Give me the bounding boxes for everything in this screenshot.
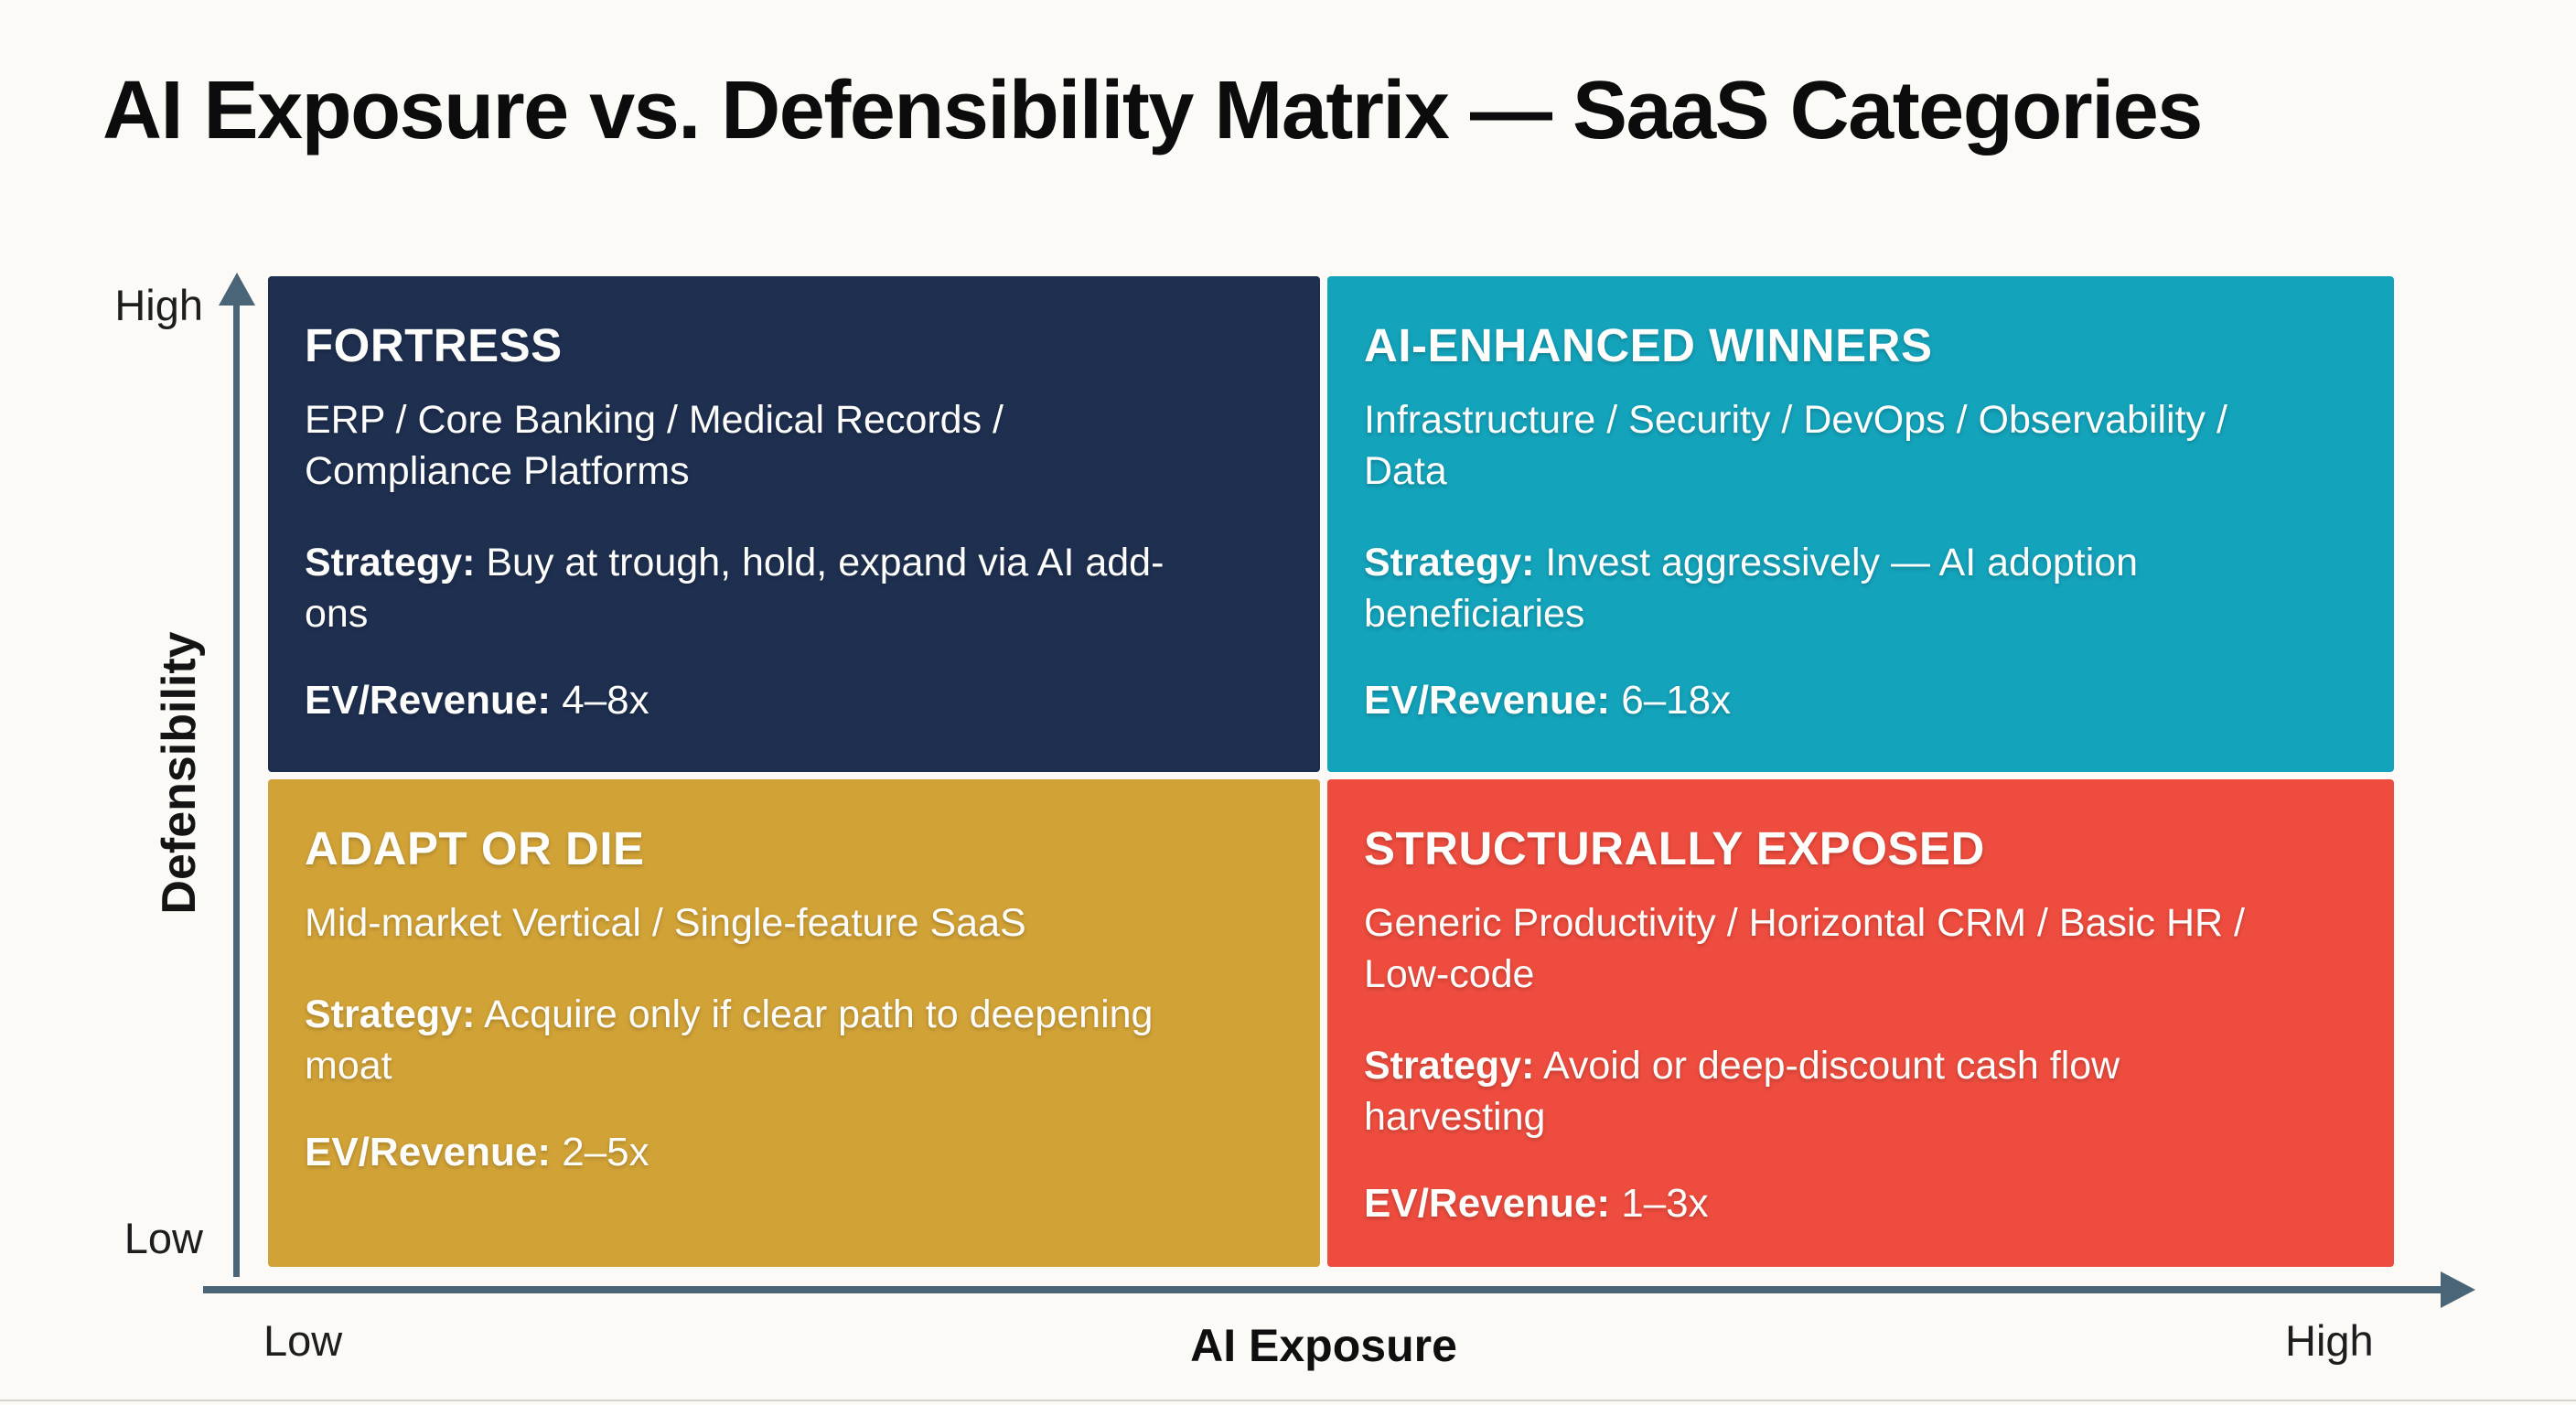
quadrant-adapt-or-die-categories: Mid-market Vertical / Single-feature Saa… xyxy=(305,901,1026,945)
y-axis-arrowhead-icon xyxy=(219,273,255,306)
x-axis-low-label: Low xyxy=(263,1316,343,1365)
ev-value: 2–5x xyxy=(562,1130,649,1174)
quadrant-structurally-exposed: STRUCTURALLY EXPOSED Generic Productivit… xyxy=(1327,779,2394,1267)
quadrant-structurally-exposed-categories: Generic Productivity / Horizontal CRM / … xyxy=(1364,901,2245,996)
strategy-text: Acquire only if clear path to deepening … xyxy=(305,992,1154,1088)
x-axis-line xyxy=(203,1286,2446,1293)
strategy-label: Strategy: xyxy=(305,541,476,585)
ev-value: 4–8x xyxy=(562,678,649,723)
quadrant-ai-enhanced-winners: AI-ENHANCED WINNERS Infrastructure / Sec… xyxy=(1327,276,2394,772)
ev-value: 1–3x xyxy=(1621,1181,1709,1226)
quadrant-ai-enhanced-winners-title: AI-ENHANCED WINNERS xyxy=(1364,319,1933,371)
y-axis-high-label: High xyxy=(114,281,203,329)
strategy-text: Avoid or deep-discount cash flow harvest… xyxy=(1364,1044,2120,1139)
quadrant-ai-enhanced-winners-strategy: Strategy: Invest aggressively — AI adopt… xyxy=(1364,537,2279,639)
bottom-edge-divider xyxy=(0,1400,2576,1401)
ev-label: EV/Revenue: xyxy=(1364,1181,1610,1226)
quadrant-fortress: FORTRESS ERP / Core Banking / Medical Re… xyxy=(268,276,1320,772)
strategy-label: Strategy: xyxy=(305,992,476,1036)
strategy-text: Invest aggressively — AI adoption benefi… xyxy=(1364,541,2139,636)
ev-label: EV/Revenue: xyxy=(305,1130,551,1174)
quadrant-fortress-ev: EV/Revenue: 4–8x xyxy=(305,678,1283,724)
quadrant-adapt-or-die-strategy: Strategy: Acquire only if clear path to … xyxy=(305,989,1219,1091)
quadrant-fortress-title: FORTRESS xyxy=(305,319,563,371)
quadrant-adapt-or-die-ev: EV/Revenue: 2–5x xyxy=(305,1130,1283,1175)
ev-label: EV/Revenue: xyxy=(1364,678,1610,723)
quadrant-structurally-exposed-ev: EV/Revenue: 1–3x xyxy=(1364,1181,2357,1227)
strategy-label: Strategy: xyxy=(1364,541,1535,585)
y-axis-low-label: Low xyxy=(123,1214,203,1262)
ev-value: 6–18x xyxy=(1621,678,1732,723)
y-axis-line xyxy=(233,302,240,1277)
strategy-label: Strategy: xyxy=(1364,1044,1535,1088)
quadrant-fortress-strategy: Strategy: Buy at trough, hold, expand vi… xyxy=(305,537,1219,639)
quadrant-structurally-exposed-strategy: Strategy: Avoid or deep-discount cash fl… xyxy=(1364,1040,2279,1142)
strategy-text: Buy at trough, hold, expand via AI add-o… xyxy=(305,541,1165,636)
quadrant-structurally-exposed-title: STRUCTURALLY EXPOSED xyxy=(1364,822,1985,874)
quadrant-fortress-categories: ERP / Core Banking / Medical Records / C… xyxy=(305,398,1004,493)
quadrant-adapt-or-die: ADAPT OR DIE Mid-market Vertical / Singl… xyxy=(268,779,1320,1267)
x-axis-arrowhead-icon xyxy=(2441,1271,2475,1308)
ev-label: EV/Revenue: xyxy=(305,678,551,723)
page-title: AI Exposure vs. Defensibility Matrix — S… xyxy=(102,65,2203,156)
x-axis-high-label: High xyxy=(2285,1316,2374,1365)
x-axis-title: AI Exposure xyxy=(1190,1320,1457,1371)
quadrant-ai-enhanced-winners-categories: Infrastructure / Security / DevOps / Obs… xyxy=(1364,398,2227,493)
quadrant-ai-enhanced-winners-ev: EV/Revenue: 6–18x xyxy=(1364,678,2357,724)
quadrant-adapt-or-die-title: ADAPT OR DIE xyxy=(305,822,645,874)
y-axis-title: Defensibility xyxy=(153,631,206,915)
